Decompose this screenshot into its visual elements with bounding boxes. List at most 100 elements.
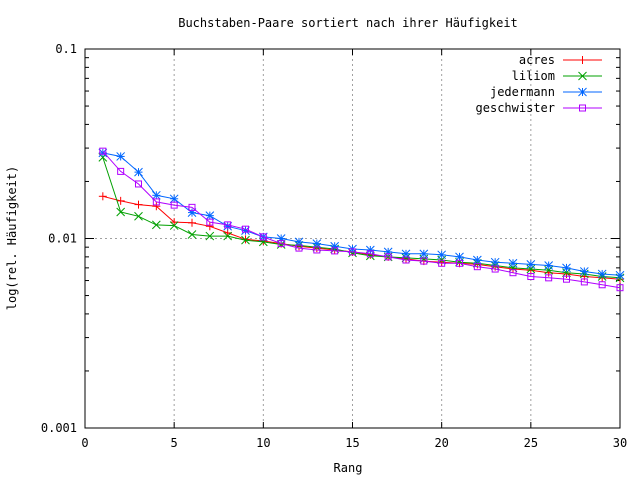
legend-label: liliom [512,69,555,83]
data-point [563,275,570,283]
legend-item: jedermann [490,85,602,99]
data-point [527,273,535,281]
data-point [491,265,499,273]
data-point [419,249,429,259]
data-point [331,247,339,255]
series-line [102,195,621,280]
series-line [102,157,621,279]
data-point [151,190,161,200]
data-point [349,248,356,256]
data-point [615,270,625,280]
data-point [241,235,250,245]
x-tick-label: 20 [434,436,448,450]
data-point [277,240,285,248]
data-point [294,237,304,247]
data-point [116,196,125,205]
series-line [102,150,621,289]
data-point [169,194,179,204]
data-point [616,284,624,292]
data-point [223,231,233,241]
legend-marker [578,71,587,81]
data-point [508,258,518,268]
data-point [188,203,196,211]
series-liliom [98,153,625,283]
chart-title: Buchstaben-Paare sortiert nach ihrer Häu… [178,16,518,30]
x-tick-label: 10 [256,436,270,450]
data-point [117,167,125,175]
grid [85,49,620,428]
data-point [242,225,249,233]
x-tick-label: 5 [171,436,178,450]
data-point [116,152,126,161]
legend: acres liliom jedermann geschwister [476,53,602,115]
data-point [187,230,197,239]
data-point [205,222,214,231]
legend-item: geschwister [476,101,602,115]
legend-item: liliom [512,69,602,83]
data-point [562,263,571,273]
legend-marker [579,104,586,112]
data-point [509,269,517,277]
data-point [455,252,464,262]
data-point [152,198,160,206]
data-point [366,250,374,258]
legend-label: acres [519,53,555,67]
legend-label: geschwister [476,101,555,115]
data-point [402,256,410,264]
data-point [169,221,179,230]
x-axis-label: Rang [334,461,363,475]
data-point [312,239,322,248]
data-point [170,201,178,209]
data-point [545,274,553,282]
y-tick-label: 0.1 [55,42,77,56]
data-point [134,167,143,177]
x-tick-label: 25 [524,436,538,450]
data-point [438,259,446,267]
legend-label: jedermann [490,85,555,99]
data-point [135,180,142,188]
legend-marker [578,87,587,97]
data-point [98,192,107,201]
x-tick-label: 0 [81,436,88,450]
data-point [384,253,392,261]
data-point [383,247,393,257]
data-point [420,257,428,265]
data-point [456,259,463,267]
data-point [224,221,232,229]
series-group [98,147,625,292]
series-geschwister [99,147,624,292]
data-point [259,233,267,241]
axis-ticks: 0 5 10 15 20 25 30 0.001 0.01 0.1 [41,42,627,450]
series-jedermann [98,148,625,280]
data-point [490,257,500,267]
data-point [437,250,447,260]
data-point [597,269,607,279]
y-tick-label: 0.001 [41,421,77,435]
data-point [401,249,411,259]
data-point [526,260,536,269]
data-point [295,244,303,252]
legend-item: acres [519,53,602,67]
x-tick-label: 15 [345,436,359,450]
data-point [205,211,215,221]
data-point [188,218,196,227]
data-point [598,281,606,289]
data-point [580,278,588,286]
data-point [170,218,179,227]
data-point [151,220,161,230]
data-point [544,261,554,270]
legend-marker [578,56,587,64]
data-point [152,202,161,211]
data-point [579,267,589,276]
data-point [134,211,143,221]
y-tick-label: 0.01 [48,232,77,246]
data-point [134,200,143,209]
data-point [99,147,107,155]
data-point [205,231,215,241]
data-point [473,263,481,271]
data-point [313,246,321,254]
data-point [116,207,126,217]
data-point [472,255,482,265]
y-axis-label: log(rel. Häufigkeit) [5,166,19,311]
